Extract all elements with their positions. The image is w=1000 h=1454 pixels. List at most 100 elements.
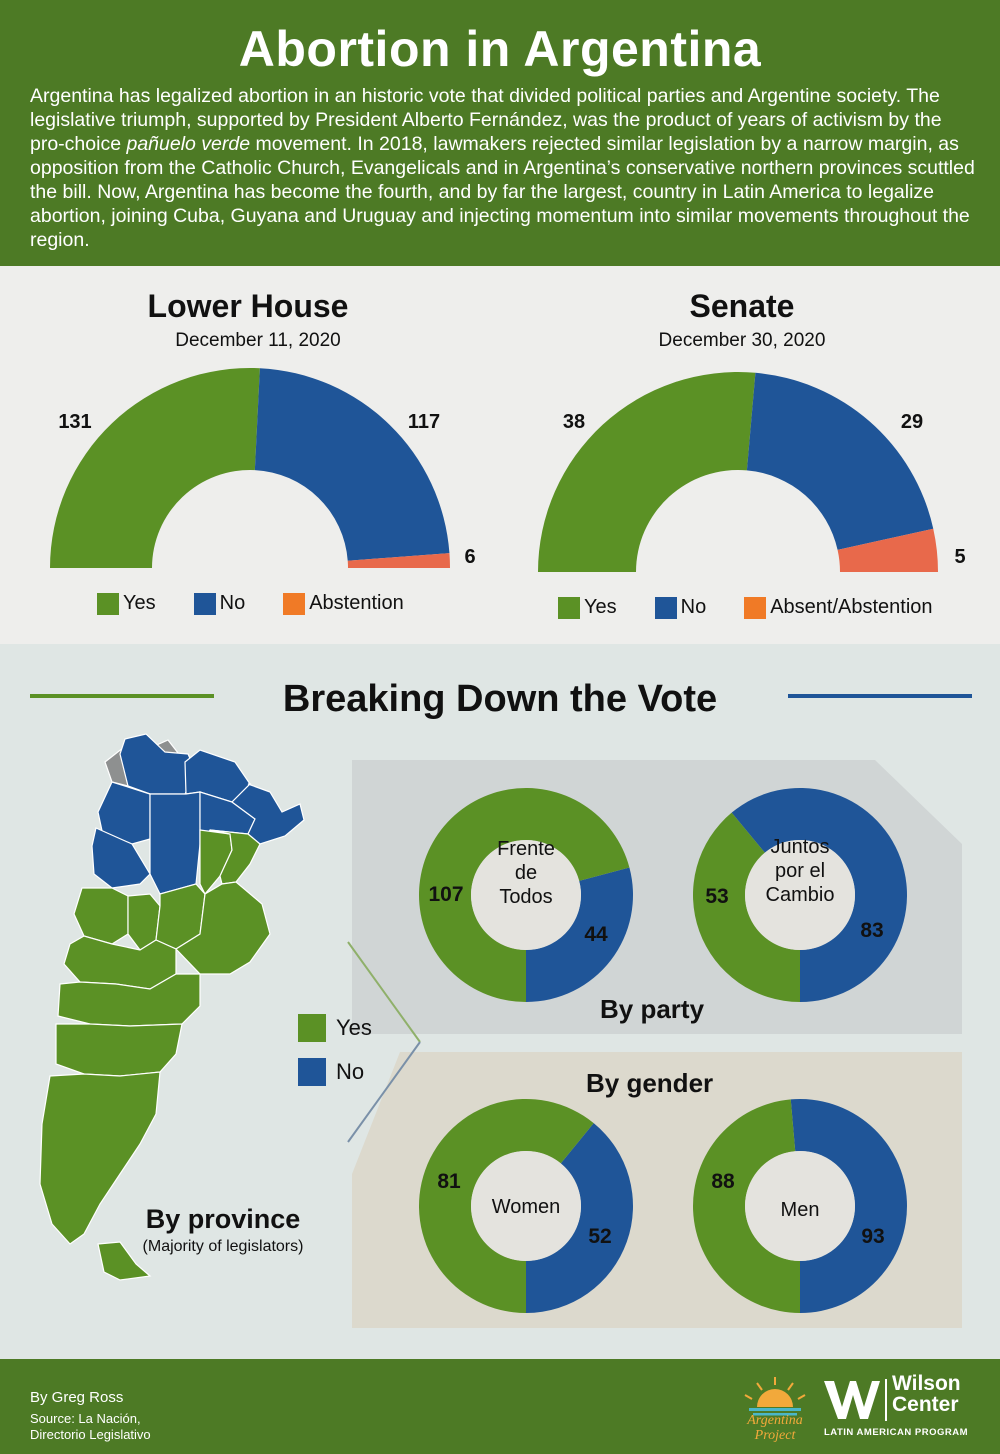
- wilson-center-logo: [824, 1379, 887, 1421]
- no-swatch: [298, 1058, 326, 1086]
- province-mendoza-la-pampa: [63, 935, 177, 990]
- semicircle-charts: 131 117 6 38 29 5: [50, 368, 966, 572]
- province-tierra-del-fuego: [97, 1241, 152, 1281]
- donut-0-segment-no: [526, 867, 633, 1002]
- semicircle-0-label-abstention: 6: [464, 546, 475, 568]
- legend-no-label: No: [680, 596, 707, 618]
- semicircle-0-segment-yes: [50, 368, 260, 568]
- donut-2-center: [471, 1151, 581, 1261]
- donut-1-center-label: Cambio: [766, 884, 835, 906]
- donut-0-center-label: Todos: [499, 886, 552, 908]
- legend-yes: Yes: [558, 596, 617, 619]
- legend-no: No: [193, 592, 246, 615]
- map-legend-yes: Yes: [298, 1014, 372, 1042]
- donut-0-label-no: 44: [584, 923, 608, 946]
- donut-1-center-label: Juntos: [771, 836, 830, 858]
- legend-absent-abstention: Absent/Abstention: [744, 596, 933, 619]
- header-banner: Abortion in Argentina Argentina has lega…: [0, 0, 1000, 266]
- yes-swatch: [298, 1014, 326, 1042]
- donut-3-segment-no: [790, 1099, 908, 1313]
- source-note: Source: La Nación, Directorio Legislativ…: [30, 1411, 230, 1443]
- ap-line-2: Project: [754, 1428, 796, 1443]
- argentina-map: [39, 733, 305, 1281]
- province-buenos-aires: [175, 881, 271, 975]
- latin-american-program: LATIN AMERICAN PROGRAM: [824, 1427, 968, 1438]
- province-san-juan: [73, 887, 129, 945]
- province-corrientes-misiones: [231, 783, 305, 845]
- donut-3-center: [745, 1151, 855, 1261]
- legend-yes-label: Yes: [584, 596, 617, 618]
- semicircle-0-label-no: 117: [408, 411, 440, 433]
- map-legend-no: No: [298, 1058, 372, 1086]
- senate-date: December 30, 2020: [658, 330, 826, 351]
- wave-icon: [753, 1413, 797, 1416]
- breakdown-section: Breaking Down the Vote: [0, 644, 1000, 1359]
- semicircle-0-label-yes: 131: [58, 411, 91, 433]
- chevron-lower: [347, 1041, 421, 1143]
- donut-3-label-yes: 88: [711, 1170, 735, 1193]
- map-legend: Yes No: [298, 1014, 372, 1102]
- donut-1-center: [745, 840, 855, 950]
- sun-icon: [757, 1389, 793, 1407]
- province-santa-cruz: [39, 1071, 161, 1245]
- donut-2-label-no: 52: [588, 1225, 611, 1248]
- abstention-swatch: [283, 592, 306, 615]
- senate-legend: Yes No Absent/Abstention: [558, 596, 933, 619]
- intro-text-1: Argentina has legalized abortion in an h…: [30, 85, 942, 155]
- legend-abstention-label: Abstention: [309, 592, 404, 614]
- donut-1-center-label: por el: [775, 860, 825, 882]
- lower-house-date: December 11, 2020: [175, 330, 341, 351]
- legend-no-label: No: [219, 592, 246, 614]
- donut-1-label-yes: 53: [705, 885, 728, 908]
- sun-rays-icon: [744, 1377, 806, 1400]
- donut-3-segment-yes: [693, 1099, 800, 1313]
- donut-3-label-no: 93: [861, 1225, 884, 1248]
- donut-0-segment-yes: [419, 787, 630, 1002]
- by-province-note: (Majority of legislators): [142, 1238, 304, 1255]
- no-swatch: [654, 596, 677, 619]
- senate-title: Senate: [689, 288, 795, 324]
- argentina-project-text: Argentina Project: [730, 1413, 820, 1443]
- abstention-swatch: [744, 596, 767, 619]
- by-province-title: By province: [145, 1204, 301, 1234]
- yes-swatch: [558, 596, 580, 619]
- lower-house-legend: Yes No Abstention: [97, 592, 404, 615]
- semicircle-1-segment-yes: [538, 372, 756, 572]
- province-la-rioja: [91, 827, 151, 889]
- semicircle-1-label-yes: 38: [563, 411, 585, 433]
- donut-1-segment-no: [731, 788, 907, 1002]
- legend-abstention: Abstention: [283, 592, 404, 615]
- source-line-2: Directorio Legislativo: [30, 1427, 151, 1442]
- ap-line-1: Argentina: [747, 1413, 803, 1428]
- map-legend-yes-label: Yes: [336, 1015, 372, 1040]
- footer: By Greg Ross Source: La Nación, Director…: [0, 1359, 1000, 1454]
- by-gender-title: By gender: [586, 1068, 714, 1098]
- legend-no: No: [654, 596, 707, 619]
- byline: By Greg Ross: [30, 1389, 124, 1406]
- legend-yes-label: Yes: [123, 592, 156, 614]
- vote-results-section: Lower House December 11, 2020 Senate Dec…: [0, 266, 1000, 644]
- donut-2-label-yes: 81: [437, 1170, 461, 1193]
- semicircle-1-segment-no: [746, 372, 934, 550]
- donut-3-center-label: Men: [781, 1199, 820, 1221]
- donut-2-center-label: Women: [492, 1196, 561, 1218]
- semicircle-1-label-abstention: 5: [954, 546, 965, 568]
- donut-0-center-label: de: [515, 862, 537, 884]
- donut-2-segment-no: [526, 1123, 633, 1313]
- page-title: Abortion in Argentina: [238, 21, 762, 77]
- wave-icon: [749, 1408, 801, 1411]
- province-neuquen-rio-negro: [57, 973, 201, 1027]
- semicircle-1-segment-abstention: [837, 528, 938, 572]
- logo-divider: [885, 1379, 887, 1421]
- chevron-upper: [347, 941, 421, 1043]
- intro-italic: pañuelo verde: [126, 133, 251, 155]
- argentina-project-logo: [744, 1377, 806, 1416]
- intro-text-2: movement. In 2018, lawmakers rejected si…: [30, 133, 975, 251]
- donut-2-segment-yes: [418, 1099, 594, 1313]
- legend-yes: Yes: [97, 592, 156, 615]
- wc-line-2: Center: [892, 1393, 959, 1416]
- by-party-title: By party: [600, 994, 705, 1024]
- lower-house-title: Lower House: [147, 288, 349, 324]
